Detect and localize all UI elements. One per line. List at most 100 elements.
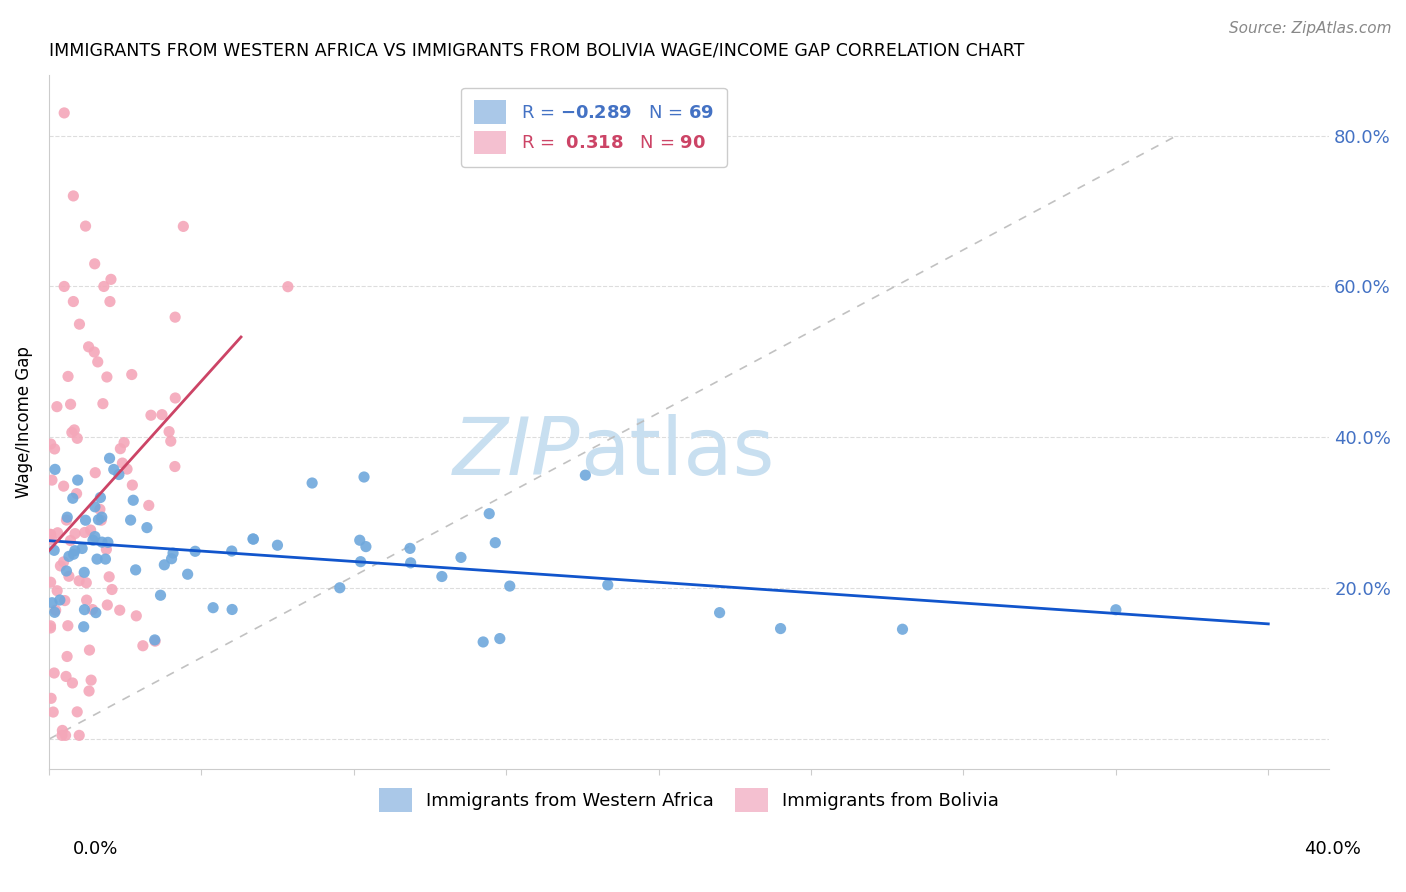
Point (83, 530, 105, 544)
Point (75, 219, 97, 233)
Point (44, 543, 66, 558)
Point (163, 459, 186, 474)
Point (41, 596, 63, 610)
Point (63, 423, 86, 437)
Point (56, 649, 79, 664)
Point (769, 622, 792, 636)
Point (499, 579, 522, 593)
Point (66, 431, 89, 445)
Point (96, 598, 118, 612)
Point (121, 478, 143, 492)
Point (891, 622, 914, 636)
Text: 0.0%: 0.0% (73, 840, 118, 858)
Point (58, 569, 80, 583)
Point (45, 400, 67, 414)
Point (75, 513, 97, 527)
Text: IMMIGRANTS FROM WESTERN AFRICA VS IMMIGRANTS FROM BOLIVIA WAGE/INCOME GAP CORREL: IMMIGRANTS FROM WESTERN AFRICA VS IMMIGR… (49, 42, 1025, 60)
Point (46, 525, 69, 540)
Point (149, 588, 172, 602)
Point (176, 567, 198, 582)
Point (39, 575, 62, 590)
Point (39, 691, 62, 706)
Point (41, 533, 63, 547)
Point (62, 294, 84, 309)
Point (143, 632, 166, 647)
Point (53, 593, 76, 607)
Point (399, 541, 422, 556)
Point (56, 618, 79, 632)
Point (65, 486, 87, 500)
Point (62, 676, 84, 690)
Point (242, 532, 264, 546)
Point (79, 643, 101, 657)
Point (79, 523, 101, 537)
Point (91, 535, 114, 549)
Point (98, 294, 121, 309)
Point (73, 566, 96, 580)
Point (184, 544, 207, 558)
Point (120, 513, 142, 527)
Point (110, 442, 132, 456)
Point (277, 279, 299, 293)
Point (66, 705, 89, 719)
Point (353, 470, 375, 484)
Point (122, 493, 145, 508)
Point (58, 549, 80, 564)
Point (121, 368, 143, 382)
Point (138, 499, 160, 513)
Point (42, 705, 65, 719)
Point (90, 513, 112, 527)
Point (86, 552, 108, 566)
Point (349, 555, 371, 569)
Point (112, 435, 135, 450)
Point (46, 583, 69, 598)
Point (301, 475, 323, 490)
Point (97, 535, 120, 549)
Point (596, 578, 619, 592)
Point (73, 620, 96, 634)
Point (100, 272, 122, 286)
Point (1105, 603, 1128, 617)
Point (84, 500, 107, 514)
Legend: Immigrants from Western Africa, Immigrants from Bolivia: Immigrants from Western Africa, Immigran… (367, 776, 1012, 824)
Point (84, 606, 107, 620)
Point (98, 570, 121, 584)
Point (484, 535, 506, 549)
Point (39, 437, 62, 451)
Point (49, 558, 72, 573)
Point (63, 543, 86, 558)
Point (488, 632, 510, 646)
Point (49, 593, 72, 607)
Point (82, 602, 104, 616)
Point (93, 279, 115, 293)
Point (96, 370, 118, 384)
Point (73, 602, 96, 616)
Point (70, 541, 93, 556)
Point (62, 189, 84, 203)
Point (221, 544, 243, 558)
Point (56, 510, 79, 524)
Point (91, 397, 114, 411)
Point (39, 527, 62, 541)
Point (62, 491, 84, 506)
Point (84, 466, 107, 480)
Point (709, 606, 731, 620)
Point (55, 513, 77, 527)
Point (159, 434, 181, 449)
Point (103, 462, 125, 476)
Point (90, 510, 112, 524)
Point (115, 462, 138, 476)
Point (56, 369, 79, 384)
Point (450, 550, 472, 565)
Point (162, 546, 184, 560)
Point (266, 538, 288, 552)
Point (59, 533, 82, 548)
Point (44, 462, 66, 476)
Point (60, 425, 83, 440)
Point (125, 608, 148, 623)
Point (39, 621, 62, 635)
Point (76, 593, 98, 607)
Text: 40.0%: 40.0% (1305, 840, 1361, 858)
Point (51, 728, 73, 742)
Point (75, 575, 97, 590)
